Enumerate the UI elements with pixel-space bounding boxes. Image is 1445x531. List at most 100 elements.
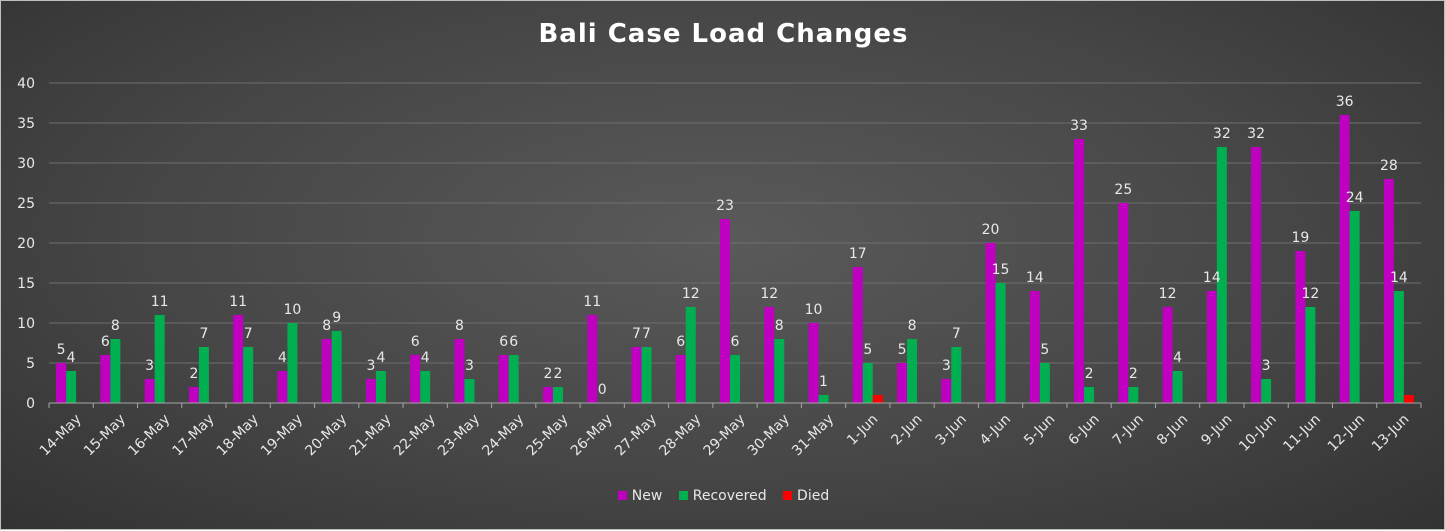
bar-died[interactable] [872,395,883,403]
x-tick-label: 17-May [170,411,218,459]
bar-new[interactable] [542,387,553,403]
bar-new[interactable] [277,371,288,403]
data-label: 7 [244,326,253,342]
bar-recovered[interactable] [1084,387,1095,403]
data-label: 10 [805,302,823,318]
bar-recovered[interactable] [862,363,873,403]
bar-recovered[interactable] [464,379,475,403]
data-label: 5 [898,342,907,358]
bar-recovered[interactable] [995,283,1006,403]
bar-new[interactable] [56,363,67,403]
bar-new[interactable] [764,307,775,403]
x-tick-label: 15-May [81,411,129,459]
legend-label-recovered: Recovered [692,488,767,504]
data-label: 23 [716,198,734,214]
data-label: 15 [992,262,1010,278]
bar-new[interactable] [410,355,421,403]
bar-recovered[interactable] [66,371,77,403]
legend-swatch-recovered [678,491,688,500]
legend: New Recovered Died [1,488,1445,504]
bar-recovered[interactable] [641,347,652,403]
bar-recovered[interactable] [774,339,785,403]
data-label: 14 [1203,270,1221,286]
bar-recovered[interactable] [1039,363,1050,403]
bar-recovered[interactable] [1349,211,1360,403]
bar-recovered[interactable] [287,323,298,403]
data-label: 14 [1026,270,1044,286]
bar-recovered[interactable] [198,347,209,403]
bar-new[interactable] [985,243,996,403]
bar-recovered[interactable] [730,355,740,403]
bar-recovered[interactable] [331,331,342,403]
bar-recovered[interactable] [508,355,519,403]
bars [56,115,1414,403]
bar-recovered[interactable] [818,395,829,403]
bar-new[interactable] [144,379,155,403]
data-label: 6 [509,334,518,350]
bar-new[interactable] [897,363,908,403]
bar-new[interactable] [1251,147,1262,403]
bar-new[interactable] [852,267,863,403]
bar-new[interactable] [1162,307,1173,403]
y-tick-label: 15 [17,276,35,292]
data-label: 11 [151,294,169,310]
bar-recovered[interactable] [1216,147,1227,403]
legend-swatch-new [617,491,627,500]
bar-new[interactable] [720,219,730,403]
x-tick-label: 12-Jun [1325,411,1369,455]
data-label: 8 [322,318,331,334]
x-tick-label: 18-May [214,411,262,459]
data-label: 12 [760,286,778,302]
x-tick-label: 9-Jun [1198,411,1235,448]
bar-new[interactable] [808,323,819,403]
bar-new[interactable] [454,339,465,403]
x-tick-label: 28-May [656,411,704,459]
bar-recovered[interactable] [1305,307,1316,403]
x-tick-label: 30-May [745,411,793,459]
bar-new[interactable] [365,379,376,403]
x-tick-label: 29-May [701,411,749,459]
bar-recovered[interactable] [420,371,431,403]
legend-item-recovered[interactable]: Recovered [678,488,767,504]
bar-new[interactable] [675,355,686,403]
x-tick-label: 1-Jun [844,411,881,448]
bar-new[interactable] [1029,291,1040,403]
bar-new[interactable] [100,355,111,403]
bar-new[interactable] [1206,291,1217,403]
bar-recovered[interactable] [552,387,563,403]
bar-new[interactable] [233,315,244,403]
bar-new[interactable] [1118,203,1129,403]
bar-new[interactable] [321,339,332,403]
data-label: 36 [1336,94,1354,110]
bar-new[interactable] [941,379,952,403]
bar-new[interactable] [188,387,199,403]
bar-recovered[interactable] [685,307,696,403]
bar-recovered[interactable] [154,315,165,403]
bar-died[interactable] [1403,395,1414,403]
bar-new[interactable] [1074,139,1085,403]
bar-recovered[interactable] [1393,291,1404,403]
y-tick-label: 10 [17,316,35,332]
bar-recovered[interactable] [951,347,962,403]
bar-new[interactable] [1383,179,1394,403]
bar-new[interactable] [631,347,642,403]
bar-recovered[interactable] [375,371,386,403]
bar-new[interactable] [587,315,598,403]
bar-new[interactable] [1339,115,1350,403]
bar-new[interactable] [1295,251,1306,403]
data-label: 11 [229,294,247,310]
bar-recovered[interactable] [1128,387,1139,403]
bar-recovered[interactable] [907,339,918,403]
data-label: 2 [1085,366,1094,382]
bar-recovered[interactable] [1172,371,1183,403]
legend-item-died[interactable]: Died [783,488,829,504]
bar-recovered[interactable] [243,347,254,403]
bar-recovered[interactable] [1261,379,1272,403]
data-label: 3 [465,358,474,374]
x-tick-label: 24-May [479,411,527,459]
bar-recovered[interactable] [110,339,121,403]
data-label: 9 [332,310,341,326]
legend-item-new[interactable]: New [617,488,662,504]
bar-new[interactable] [498,355,509,403]
